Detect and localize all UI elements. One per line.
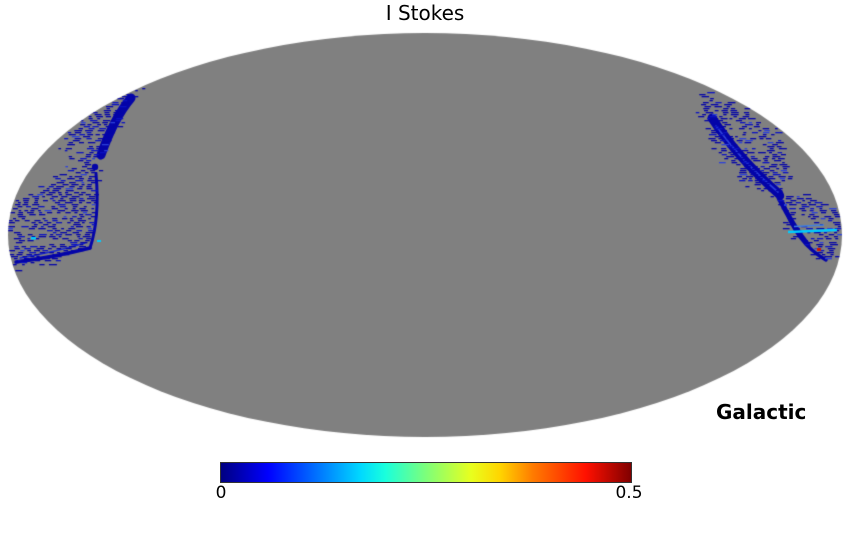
coordinate-system-label: Galactic: [716, 400, 807, 424]
colorbar: [220, 462, 632, 483]
colorbar-min-tick-label: 0: [215, 483, 227, 503]
colorbar-max-tick-label: 0.5: [615, 483, 643, 503]
chart-title: I Stokes: [385, 1, 465, 25]
